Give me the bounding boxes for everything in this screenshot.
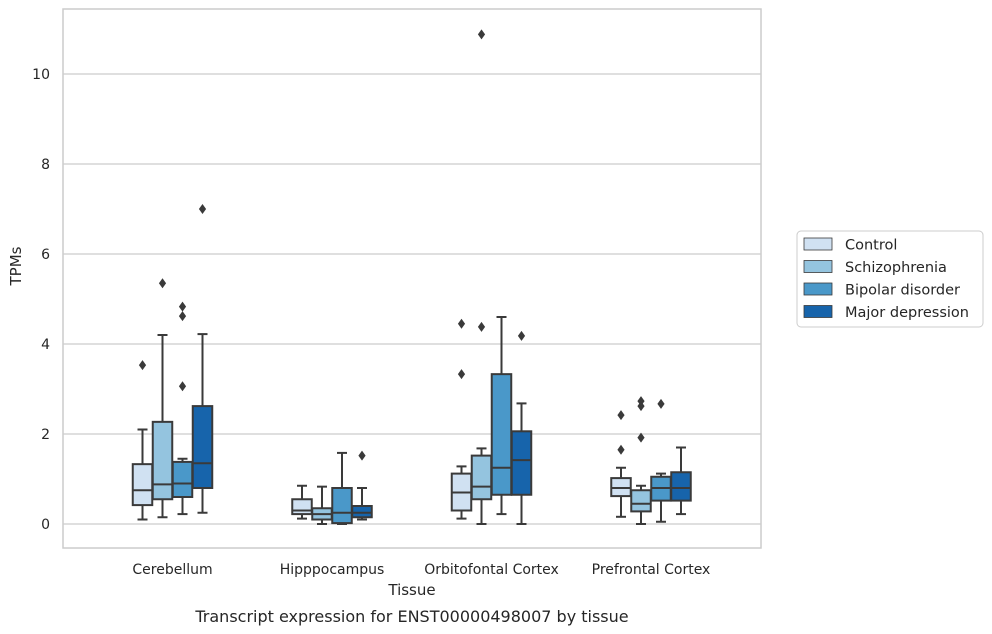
box-group	[171, 301, 194, 516]
outlier-point	[617, 410, 625, 421]
y-axis-label: TPMs	[7, 246, 25, 286]
y-tick-label: 4	[41, 337, 50, 353]
box-group	[650, 398, 672, 523]
outlier-point	[617, 444, 625, 455]
legend-label: Major depression	[845, 305, 969, 321]
legend-frame	[796, 230, 984, 328]
x-tick-label: Prefrontal Cortex	[592, 562, 711, 578]
y-tick-label: 6	[41, 247, 50, 263]
outlier-point	[477, 29, 486, 40]
outlier-point	[178, 381, 187, 392]
box	[131, 463, 154, 507]
outlier-point	[457, 369, 466, 380]
outlier-point	[198, 204, 207, 214]
outlier-point	[637, 396, 645, 407]
y-tick-labels: 0 2 4 6 8 10	[32, 67, 50, 533]
legend-label: Schizophrenia	[845, 260, 947, 276]
box	[470, 454, 493, 501]
x-axis-label: Tissue	[387, 581, 435, 599]
box-group	[191, 204, 214, 514]
outlier-point	[158, 278, 167, 289]
outlier-point	[517, 330, 526, 341]
box-group	[311, 485, 333, 525]
box	[351, 505, 373, 519]
box-group	[470, 29, 493, 525]
box-group	[331, 451, 353, 525]
chart-caption: Transcript expression for ENST0000049800…	[194, 607, 628, 626]
box	[490, 373, 513, 496]
box-group	[490, 316, 513, 516]
boxes	[131, 29, 692, 525]
outlier-point	[457, 318, 466, 329]
box	[510, 430, 533, 496]
legend-swatch	[803, 282, 833, 296]
outlier-point	[178, 301, 187, 312]
box	[670, 471, 692, 502]
y-tick-label: 0	[41, 517, 50, 533]
outlier-point	[138, 360, 147, 371]
box	[191, 405, 214, 490]
legend-swatch	[803, 305, 833, 318]
outlier-point	[178, 311, 187, 322]
plot-frame	[62, 8, 762, 549]
box	[630, 489, 652, 513]
box-group	[510, 330, 533, 525]
y-tick-label: 8	[41, 157, 50, 173]
y-tick-label: 2	[41, 427, 50, 443]
box-group	[151, 278, 174, 519]
x-tick-labels: Cerebellum Hipppocampus Orbitofontal Corte…	[132, 562, 710, 578]
x-tick-label: Hipppocampus	[280, 562, 385, 578]
box	[331, 487, 353, 525]
box-group	[630, 396, 652, 525]
outlier-point	[358, 450, 366, 461]
legend: Control Schizophrenia Bipolar disorder Majo…	[796, 230, 984, 328]
outlier-point	[477, 321, 486, 332]
x-tick-label: Cerebellum	[132, 562, 212, 578]
box	[151, 420, 174, 501]
legend-label: Bipolar disorder	[845, 283, 960, 299]
box-group	[610, 410, 632, 518]
box-group	[450, 318, 473, 520]
box-group	[351, 450, 373, 521]
box-group	[131, 360, 154, 521]
legend-swatch	[803, 237, 833, 251]
box	[171, 460, 194, 498]
box	[291, 498, 313, 516]
outlier-point	[637, 432, 645, 443]
legend-swatch	[803, 260, 833, 273]
box-group	[670, 446, 692, 516]
box-group	[291, 484, 313, 520]
y-tick-label: 10	[32, 67, 50, 83]
outlier-point	[657, 398, 665, 409]
legend-label: Control	[845, 238, 897, 254]
x-tick-label: Orbitofontal Cortex	[424, 562, 559, 578]
